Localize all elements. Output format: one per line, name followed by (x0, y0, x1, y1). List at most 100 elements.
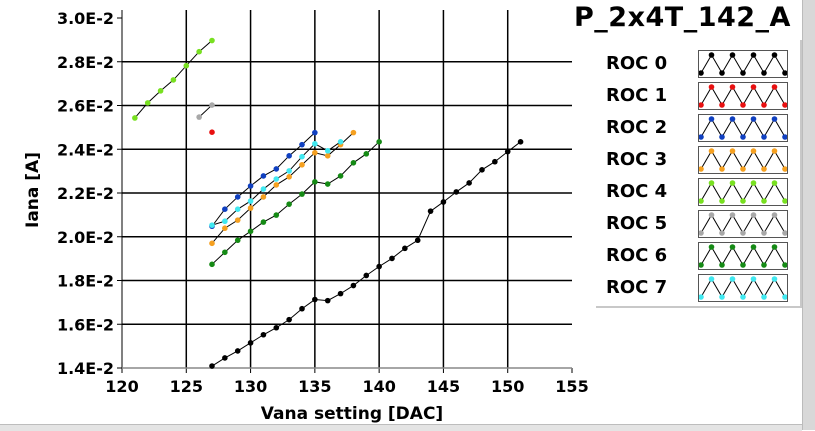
legend-item-roc-6[interactable]: ROC 6 (596, 242, 796, 272)
data-point-roc-4 (196, 48, 202, 55)
legend-swatch-point (782, 166, 787, 172)
data-point-roc-0 (299, 305, 305, 312)
legend-swatch-point (782, 134, 787, 140)
legend-swatch-point (708, 52, 715, 58)
legend-swatch (698, 114, 788, 142)
data-point-roc-7 (337, 139, 344, 145)
legend-swatch-point (708, 212, 715, 218)
scrollbar[interactable] (802, 0, 815, 430)
legend-swatch-point (771, 244, 778, 250)
legend-swatch-point (699, 198, 704, 204)
legend-swatch-point (761, 262, 767, 268)
data-point-roc-0 (260, 331, 267, 338)
data-point-roc-0 (273, 324, 280, 331)
legend-swatch-point (699, 166, 704, 172)
data-point-roc-6 (337, 173, 344, 179)
series-line-roc-5 (198, 104, 213, 118)
legend-item-roc-1[interactable]: ROC 1 (596, 82, 796, 112)
y-tick-label: 2.4E-2 (57, 140, 114, 159)
legend: ROC 0 ROC 1 ROC 2 ROC 3 ROC 4 ROC 5 ROC 6 ROC 7 (596, 40, 802, 308)
data-point-roc-1 (209, 129, 215, 135)
legend-swatch-point (719, 230, 725, 236)
legend-item-roc-0[interactable]: ROC 0 (596, 50, 796, 80)
y-tick-label: 2.2E-2 (57, 184, 114, 203)
legend-swatch (698, 50, 788, 78)
data-point-roc-5 (209, 102, 215, 108)
x-tick-label: 130 (234, 377, 267, 396)
legend-label: ROC 5 (606, 213, 668, 234)
legend-item-roc-5[interactable]: ROC 5 (596, 210, 796, 240)
legend-label: ROC 4 (606, 181, 668, 202)
data-point-roc-7 (260, 186, 267, 192)
data-point-roc-7 (324, 147, 331, 154)
data-point-roc-4 (183, 62, 190, 69)
legend-swatch-point (771, 84, 778, 90)
legend-swatch (698, 242, 788, 270)
data-point-roc-4 (157, 88, 164, 94)
data-point-roc-7 (247, 198, 254, 204)
legend-swatch-point (771, 212, 778, 218)
data-point-roc-7 (312, 140, 318, 147)
data-point-roc-3 (234, 217, 241, 223)
legend-swatch-point (740, 102, 746, 108)
data-point-roc-0 (414, 237, 421, 244)
legend-swatch-point (708, 116, 715, 122)
legend-item-roc-3[interactable]: ROC 3 (596, 146, 796, 176)
x-tick-label: 140 (362, 377, 395, 396)
data-point-roc-3 (324, 153, 331, 159)
data-point-roc-3 (247, 205, 254, 211)
y-tick-label: 2.8E-2 (57, 53, 114, 72)
data-point-roc-3 (209, 240, 215, 247)
legend-swatch-point (699, 262, 704, 268)
legend-swatch-point (729, 180, 736, 186)
series-layer (132, 37, 524, 369)
legend-swatch-point (750, 84, 757, 90)
data-point-roc-2 (299, 141, 305, 148)
legend-label: ROC 7 (606, 277, 668, 298)
data-point-roc-6 (363, 151, 370, 157)
legend-label: ROC 1 (606, 85, 668, 106)
data-point-roc-0 (453, 189, 460, 195)
y-tick-label: 2.0E-2 (57, 228, 114, 247)
data-point-roc-5 (196, 114, 202, 120)
data-point-roc-2 (222, 206, 228, 212)
legend-swatch-point (719, 294, 725, 300)
legend-swatch-point (719, 70, 725, 76)
legend-swatch-point (729, 276, 736, 282)
legend-swatch (698, 82, 788, 110)
legend-item-roc-4[interactable]: ROC 4 (596, 178, 796, 208)
data-point-roc-2 (260, 173, 267, 179)
legend-swatch-point (761, 70, 767, 76)
legend-swatch-point (719, 102, 725, 108)
legend-swatch-point (729, 148, 736, 154)
data-point-roc-7 (222, 218, 228, 225)
legend-swatch-point (708, 84, 715, 90)
data-point-roc-6 (209, 261, 215, 268)
legend-swatch-point (750, 52, 757, 58)
legend-swatch-point (750, 116, 757, 122)
data-point-roc-2 (234, 194, 241, 200)
legend-swatch-point (740, 294, 746, 300)
legend-item-roc-7[interactable]: ROC 7 (596, 274, 796, 304)
legend-swatch-point (771, 276, 778, 282)
legend-swatch-point (761, 134, 767, 140)
data-point-roc-0 (427, 208, 434, 214)
legend-item-roc-2[interactable]: ROC 2 (596, 114, 796, 144)
data-point-roc-7 (299, 153, 305, 160)
legend-swatch-point (771, 148, 778, 154)
legend-swatch-point (750, 276, 757, 282)
legend-swatch-point (750, 244, 757, 250)
y-tick-label: 1.4E-2 (57, 359, 114, 378)
data-point-roc-6 (234, 237, 241, 244)
legend-swatch (698, 210, 788, 238)
y-tick-label: 1.6E-2 (57, 315, 114, 334)
legend-swatch-point (750, 180, 757, 186)
data-point-roc-0 (466, 180, 472, 186)
legend-swatch-point (699, 102, 704, 108)
x-tick-label: 150 (491, 377, 524, 396)
data-point-roc-0 (376, 263, 382, 270)
x-tick-label: 155 (555, 377, 588, 396)
legend-label: ROC 2 (606, 117, 668, 138)
data-point-roc-7 (209, 222, 215, 228)
